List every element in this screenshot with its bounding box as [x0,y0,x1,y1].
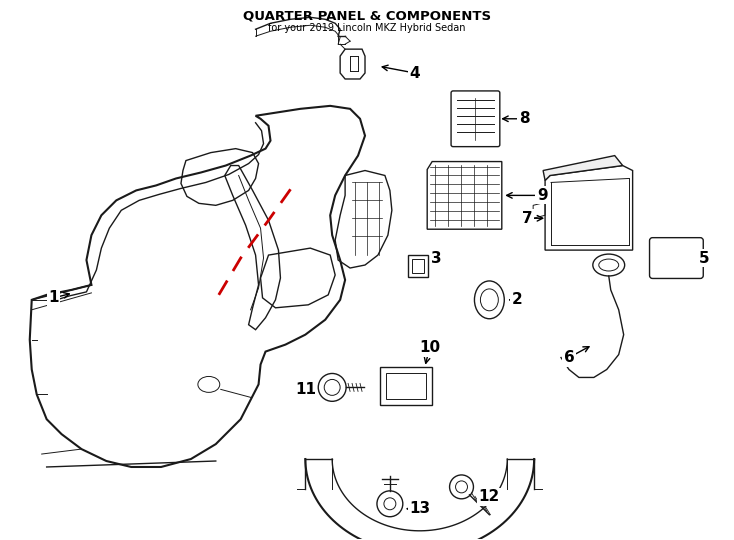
Bar [408,255,428,277]
Text: 9: 9 [537,188,548,203]
Text: 11: 11 [295,382,316,397]
Text: 12: 12 [479,489,500,504]
Bar [412,259,424,273]
Text: 3: 3 [432,251,442,266]
Text: for your 2019 Lincoln MKZ Hybrid Sedan: for your 2019 Lincoln MKZ Hybrid Sedan [268,23,466,33]
Bar [380,368,432,406]
Bar [386,374,426,400]
Text: 7: 7 [522,211,532,226]
Text: 1: 1 [48,291,59,305]
Text: 6: 6 [564,350,574,365]
Text: 10: 10 [419,340,440,355]
Text: 5: 5 [699,251,710,266]
Polygon shape [543,156,622,180]
Text: QUARTER PANEL & COMPONENTS: QUARTER PANEL & COMPONENTS [243,9,491,22]
Text: 8: 8 [519,111,529,126]
Text: 2: 2 [512,292,523,307]
Text: 4: 4 [410,65,420,80]
Text: 13: 13 [409,501,430,516]
